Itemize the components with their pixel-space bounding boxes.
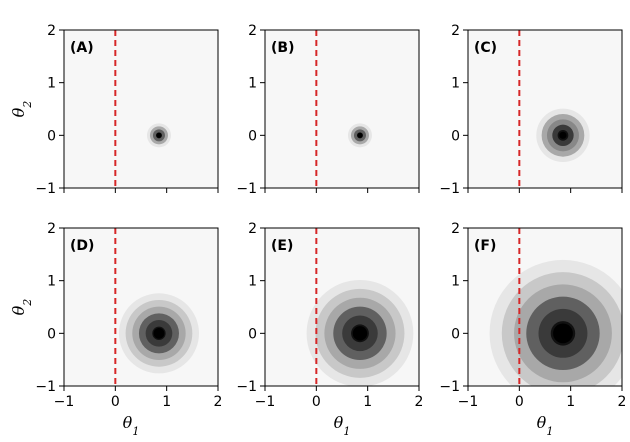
y-tick-label: −1 bbox=[236, 379, 257, 395]
y-tick-label: 1 bbox=[248, 76, 257, 92]
density-peak bbox=[352, 326, 368, 341]
y-tick-label: −1 bbox=[439, 181, 460, 197]
y-tick-label: 2 bbox=[248, 23, 257, 39]
contour-bands bbox=[146, 123, 171, 148]
y-tick-label: 1 bbox=[47, 76, 56, 92]
density-peak bbox=[156, 132, 162, 138]
y-tick-label: 2 bbox=[47, 221, 56, 237]
x-tick-label: 0 bbox=[111, 394, 120, 410]
axes-frame bbox=[467, 227, 623, 387]
panel-label: (C) bbox=[474, 40, 497, 56]
panel-c: −1 0 1 2 (C) bbox=[439, 23, 623, 197]
y-tick-label: 0 bbox=[47, 326, 56, 342]
x-tick-label: −1 bbox=[255, 394, 276, 410]
y-tick-label: 2 bbox=[248, 221, 257, 237]
x-tick-label: 2 bbox=[214, 394, 223, 410]
contour-bands bbox=[536, 108, 590, 163]
panel-label: (D) bbox=[70, 238, 94, 254]
axes-frame bbox=[63, 29, 219, 189]
contour-bands bbox=[306, 279, 414, 386]
y-tick-label: 0 bbox=[248, 128, 257, 144]
panel-label: (B) bbox=[271, 40, 294, 56]
x-axis-label: θ1 bbox=[334, 413, 351, 438]
y-tick-label: 2 bbox=[47, 23, 56, 39]
panel-e: −1−1 0 0 1 1 2 2 (E) θ1 bbox=[236, 221, 423, 438]
panel-label: (E) bbox=[271, 238, 293, 254]
plot-background bbox=[468, 30, 622, 188]
panel-label: (F) bbox=[474, 238, 496, 254]
density-peak bbox=[553, 323, 573, 344]
contour-bands bbox=[347, 123, 372, 148]
y-tick-label: 1 bbox=[47, 274, 56, 290]
y-tick-label: 0 bbox=[451, 326, 460, 342]
x-tick-label: 0 bbox=[515, 394, 524, 410]
y-tick-label: −1 bbox=[35, 181, 56, 197]
y-tick-label: 1 bbox=[451, 274, 460, 290]
y-tick-label: 2 bbox=[451, 221, 460, 237]
panel-f: −1−1 0 0 1 1 2 2 (F) θ1 bbox=[439, 221, 627, 438]
axes-frame bbox=[264, 227, 420, 387]
x-tick-label: −1 bbox=[54, 394, 75, 410]
panel-a: −1 0 1 2 (A) θ2 bbox=[9, 23, 219, 197]
x-tick-label: 1 bbox=[162, 394, 171, 410]
y-tick-label: −1 bbox=[236, 181, 257, 197]
y-axis-label: θ2 bbox=[9, 299, 34, 316]
y-tick-label: −1 bbox=[439, 379, 460, 395]
panel-label: (A) bbox=[70, 40, 94, 56]
x-tick-label: 2 bbox=[415, 394, 424, 410]
x-tick-label: 2 bbox=[618, 394, 627, 410]
x-tick-label: −1 bbox=[458, 394, 479, 410]
x-axis-label: θ1 bbox=[537, 413, 554, 438]
y-tick-label: 2 bbox=[451, 23, 460, 39]
density-peak bbox=[559, 131, 567, 139]
x-tick-label: 1 bbox=[566, 394, 575, 410]
plot-background bbox=[265, 30, 419, 188]
axes-frame bbox=[467, 29, 623, 189]
y-tick-label: 0 bbox=[248, 326, 257, 342]
x-tick-label: 1 bbox=[363, 394, 372, 410]
plot-background bbox=[64, 30, 218, 188]
density-peak bbox=[153, 327, 165, 339]
axes-frame bbox=[63, 227, 219, 387]
y-tick-label: 0 bbox=[451, 128, 460, 144]
x-axis-label-d: θ1 bbox=[123, 413, 140, 438]
contour-bands bbox=[118, 293, 200, 374]
x-tick-label: 0 bbox=[312, 394, 321, 410]
contour-bands bbox=[489, 259, 622, 386]
density-peak bbox=[357, 132, 363, 138]
y-tick-label: 0 bbox=[47, 128, 56, 144]
y-axis-label: θ2 bbox=[9, 101, 34, 118]
axes-frame bbox=[264, 29, 420, 189]
panel-b: −1 0 1 2 (B) bbox=[236, 23, 420, 197]
y-tick-label: 1 bbox=[248, 274, 257, 290]
y-tick-label: −1 bbox=[35, 379, 56, 395]
panel-d: −1−1 0 0 1 1 2 2 (D) θ2 bbox=[9, 221, 222, 410]
y-tick-label: 1 bbox=[451, 76, 460, 92]
